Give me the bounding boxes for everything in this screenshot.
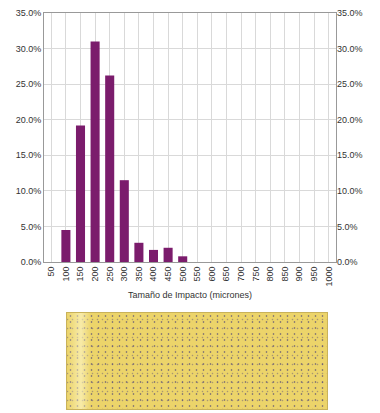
svg-text:0.0%: 0.0%	[21, 257, 42, 267]
svg-text:0.0%: 0.0%	[337, 257, 358, 267]
svg-text:950: 950	[309, 267, 319, 282]
svg-text:400: 400	[148, 267, 158, 282]
svg-text:25.0%: 25.0%	[337, 79, 363, 89]
svg-text:25.0%: 25.0%	[16, 79, 42, 89]
svg-text:750: 750	[251, 267, 261, 282]
svg-text:30.0%: 30.0%	[337, 44, 363, 54]
svg-text:100: 100	[61, 267, 71, 282]
svg-text:10.0%: 10.0%	[337, 186, 363, 196]
svg-text:250: 250	[105, 267, 115, 282]
svg-text:150: 150	[75, 267, 85, 282]
svg-text:1000: 1000	[324, 267, 334, 287]
svg-text:30.0%: 30.0%	[16, 44, 42, 54]
svg-text:50: 50	[46, 267, 56, 277]
svg-text:Tamaño de Impacto (micrones): Tamaño de Impacto (micrones)	[128, 290, 252, 300]
svg-text:300: 300	[119, 267, 129, 282]
svg-text:850: 850	[280, 267, 290, 282]
svg-text:350: 350	[134, 267, 144, 282]
svg-text:450: 450	[163, 267, 173, 282]
svg-text:35.0%: 35.0%	[337, 8, 363, 18]
svg-text:15.0%: 15.0%	[16, 150, 42, 160]
svg-text:200: 200	[90, 267, 100, 282]
svg-text:700: 700	[236, 267, 246, 282]
svg-text:550: 550	[192, 267, 202, 282]
svg-text:15.0%: 15.0%	[337, 150, 363, 160]
svg-text:20.0%: 20.0%	[337, 115, 363, 125]
svg-text:5.0%: 5.0%	[337, 222, 358, 232]
svg-text:35.0%: 35.0%	[16, 8, 42, 18]
svg-text:900: 900	[294, 267, 304, 282]
svg-text:500: 500	[178, 267, 188, 282]
svg-text:650: 650	[221, 267, 231, 282]
svg-text:5.0%: 5.0%	[21, 222, 42, 232]
svg-text:10.0%: 10.0%	[16, 186, 42, 196]
svg-text:800: 800	[265, 267, 275, 282]
svg-text:20.0%: 20.0%	[16, 115, 42, 125]
svg-text:600: 600	[207, 267, 217, 282]
